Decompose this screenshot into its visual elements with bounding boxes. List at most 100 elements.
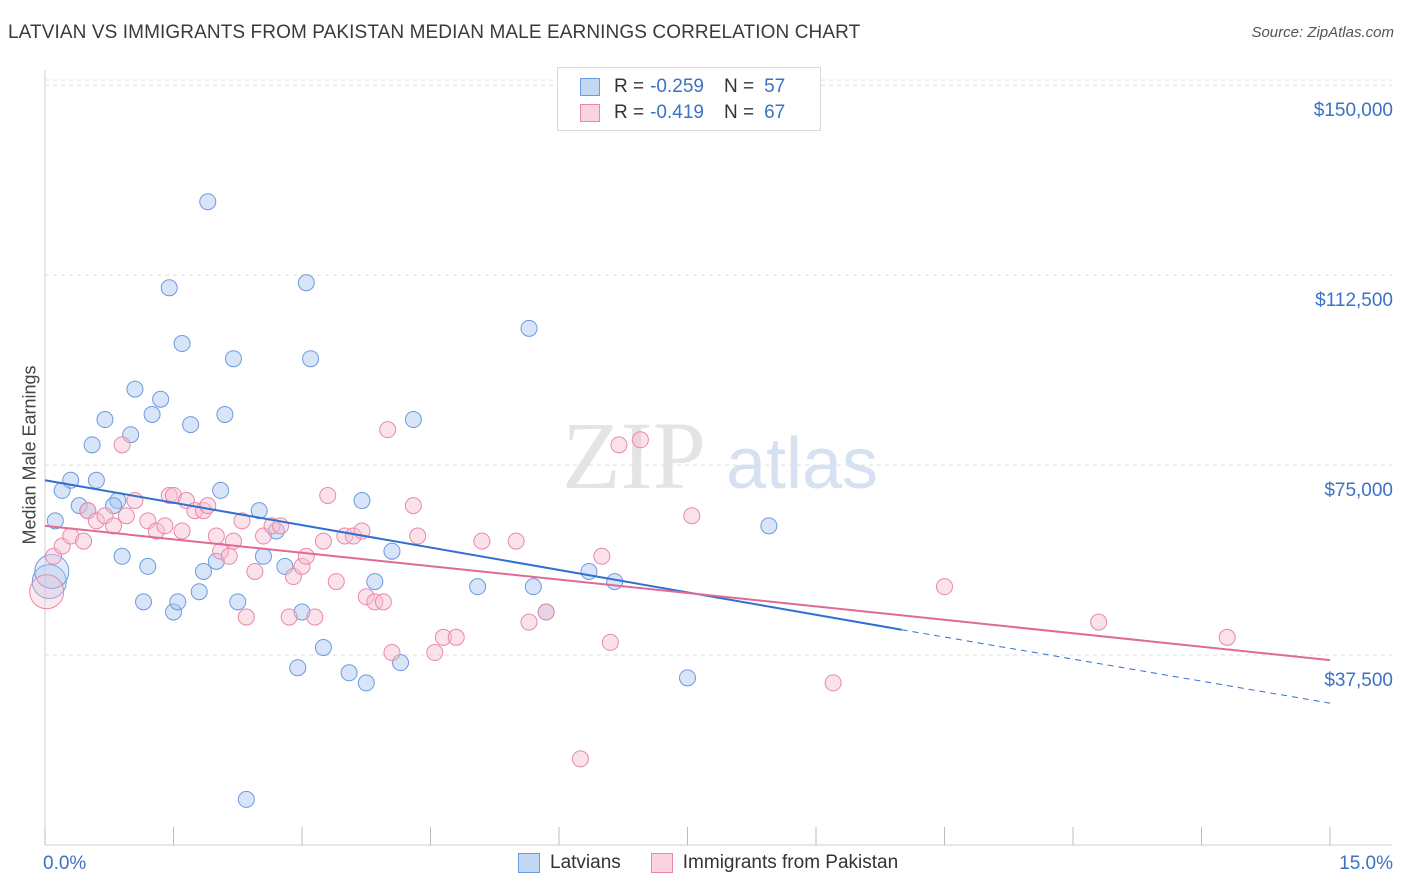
watermark-zip: ZIP: [562, 402, 706, 509]
n-value: 57: [764, 76, 786, 97]
legend-swatch-latvians: [518, 853, 540, 873]
pakistan-point: [520, 613, 538, 631]
latvian-point: [143, 405, 161, 423]
pakistan-point: [473, 532, 491, 550]
pakistan-point: [280, 608, 298, 626]
pakistan-point: [610, 436, 628, 454]
r-label: R =: [614, 76, 645, 97]
latvian-point: [216, 405, 234, 423]
pakistan-point: [631, 431, 649, 449]
n-value: 67: [764, 102, 786, 123]
pakistan-point: [383, 644, 401, 662]
latvian-point: [70, 497, 88, 515]
n-label: N =: [723, 102, 755, 123]
pakistan-point: [1218, 628, 1236, 646]
latvian-point: [207, 552, 225, 570]
pakistan-point: [571, 750, 589, 768]
pakistan-point: [426, 644, 444, 662]
pakistan-point: [199, 497, 217, 515]
latvian-point: [366, 573, 384, 591]
latvian-point: [760, 517, 778, 535]
latvian-point: [237, 790, 255, 808]
r-label: R =: [614, 102, 645, 123]
latvian-point: [31, 564, 67, 600]
source-note: Source: ZipAtlas.com: [1251, 24, 1394, 41]
latvian-point: [520, 319, 538, 337]
x-tick-label: 0.0%: [43, 853, 86, 874]
pakistan-point: [1090, 613, 1108, 631]
latvian-point: [113, 547, 131, 565]
pakistan-point: [29, 574, 65, 610]
trend-lines: [44, 479, 1331, 704]
pakistan-point: [357, 588, 375, 606]
legend-swatch-pakistan: [650, 853, 673, 873]
pakistan-point: [409, 527, 427, 545]
pakistan-point: [173, 522, 191, 540]
legend-label-latvians: Latvians: [550, 852, 621, 873]
y-tick-label: $75,000: [1324, 480, 1393, 501]
latvian-point: [194, 562, 212, 580]
latvian-point: [87, 471, 105, 489]
legend-item-pakistan[interactable]: Immigrants from Pakistan: [650, 852, 898, 874]
latvian-point: [173, 335, 191, 353]
latvian-point: [383, 542, 401, 560]
pakistan-point: [297, 547, 315, 565]
tick-labels: $150,000 $112,500 $75,000 $37,500 0.0% 15.0%: [43, 100, 1393, 874]
r-value: -0.419: [650, 102, 704, 123]
watermark: ZIP atlas: [562, 402, 878, 509]
latvian-point: [34, 553, 70, 589]
latvian-point: [126, 380, 144, 398]
latvian-point: [254, 547, 272, 565]
latvian-point: [404, 411, 422, 429]
latvian-trend-line: [44, 479, 902, 631]
pakistan-point: [113, 436, 131, 454]
legend-item-latvians[interactable]: Latvians: [518, 852, 621, 874]
pakistan-point: [156, 517, 174, 535]
latvian-point: [160, 279, 178, 297]
latvian-point: [199, 193, 217, 211]
pakistan-point: [601, 633, 619, 651]
r-value: -0.259: [650, 76, 704, 97]
pakistan-point: [233, 512, 251, 530]
pakistan-point: [537, 603, 555, 621]
chart-title: LATVIAN VS IMMIGRANTS FROM PAKISTAN MEDI…: [8, 22, 861, 43]
correlation-stats-box: R = -0.259 N = 57 R = -0.419 N = 67: [557, 67, 821, 131]
pakistan-point: [220, 547, 238, 565]
latvian-point: [83, 436, 101, 454]
pakistan-point: [147, 522, 165, 540]
pakistan-point: [160, 486, 178, 504]
chart-legend: Latvians Immigrants from Pakistan: [518, 852, 928, 874]
latvian-point: [469, 578, 487, 596]
latvian-point: [135, 593, 153, 611]
latvians-swatch: [580, 78, 600, 96]
latvian-point: [96, 411, 114, 429]
latvian-point: [46, 512, 64, 530]
latvian-point: [297, 274, 315, 292]
pakistan-point: [327, 573, 345, 591]
pakistan-point: [263, 517, 281, 535]
latvian-point: [165, 603, 182, 621]
pakistan-point: [75, 532, 93, 550]
latvian-point: [212, 481, 230, 499]
latvian-point: [293, 603, 311, 621]
latvian-point: [224, 350, 242, 368]
y-tick-label: $150,000: [1314, 100, 1393, 121]
latvian-point: [340, 664, 358, 682]
latvian-trend-extension: [901, 629, 1331, 704]
pakistan-swatch: [580, 104, 600, 122]
y-tick-label: $37,500: [1324, 670, 1393, 691]
axes: [44, 70, 1392, 846]
pakistan-point: [246, 562, 264, 580]
pakistan-point: [374, 593, 392, 611]
latvian-point: [190, 583, 208, 601]
latvian-point: [314, 638, 332, 656]
stats-row-latvians: R = -0.259 N = 57: [580, 75, 785, 99]
pakistan-point: [207, 527, 225, 545]
pakistan-point: [212, 542, 230, 560]
pakistan-point: [366, 593, 384, 611]
latvian-point: [152, 390, 170, 408]
latvian-point: [353, 492, 371, 510]
latvian-point: [302, 350, 320, 368]
pakistan-point: [379, 421, 397, 439]
